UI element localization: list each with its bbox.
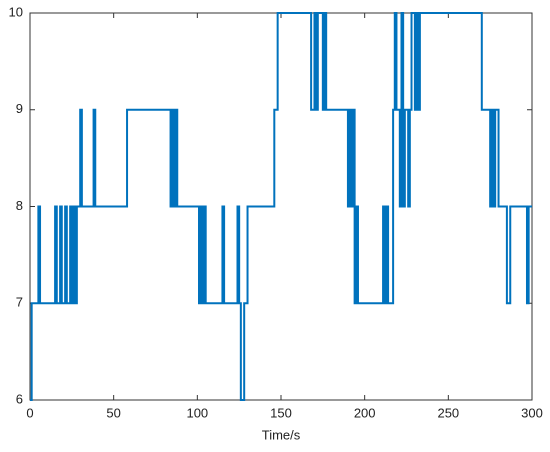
y-tick-label: 9 — [16, 101, 23, 116]
x-tick-label: 250 — [437, 405, 459, 420]
data-line — [30, 12, 532, 401]
y-tick-label: 10 — [9, 4, 23, 19]
x-tick-label: 150 — [270, 405, 292, 420]
x-axis-label: Time/s — [262, 427, 301, 442]
y-tick-label: 7 — [16, 295, 23, 310]
y-tick-label: 8 — [16, 198, 23, 213]
y-tick-label: 6 — [16, 391, 23, 406]
x-tick-label: 300 — [521, 405, 543, 420]
x-tick-label: 200 — [354, 405, 376, 420]
x-tick-label: 0 — [26, 405, 33, 420]
x-tick-label: 100 — [186, 405, 208, 420]
x-tick-label: 50 — [106, 405, 120, 420]
